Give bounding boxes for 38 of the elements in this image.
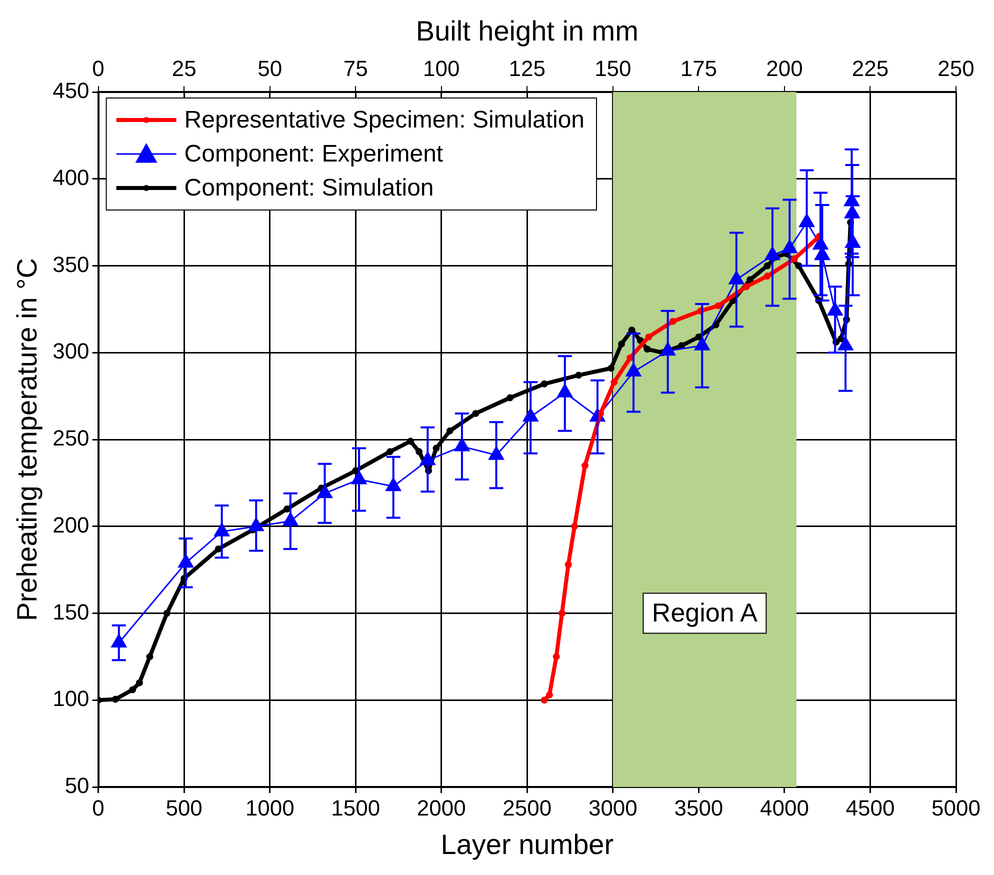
- x2-tick-label: 50: [258, 56, 282, 81]
- x2-tick-label: 75: [343, 56, 368, 81]
- y-tick-label: 250: [52, 426, 90, 451]
- x-tick-label: 2500: [502, 795, 552, 820]
- y-tick-label: 300: [52, 338, 90, 364]
- x2-tick-label: 25: [172, 56, 196, 81]
- x-tick-label: 2000: [416, 795, 466, 820]
- y-tick-label: 150: [52, 599, 90, 624]
- x-tick-label: 500: [166, 795, 202, 820]
- y-axis-title: Preheating temperature in °C: [12, 258, 43, 621]
- x2-tick-label: 225: [852, 56, 889, 81]
- x-tick-label: 4500: [846, 795, 895, 820]
- x2-tick-label: 150: [594, 56, 632, 81]
- y-tick-label: 400: [52, 164, 90, 190]
- x2-tick-label: 200: [766, 56, 803, 81]
- legend-label: Representative Specimen: Simulation: [184, 106, 585, 134]
- x2-tick-label: 0: [92, 56, 104, 81]
- y-tick-label: 100: [52, 686, 90, 712]
- y-tick-label: 200: [52, 512, 90, 538]
- x-tick-label: 0: [92, 795, 104, 820]
- x-tick-label: 3000: [588, 795, 638, 820]
- x-tick-label: 5000: [932, 795, 980, 820]
- x2-tick-label: 175: [680, 56, 718, 81]
- legend-label: Component: Experiment: [184, 140, 444, 168]
- x-axis-title: Layer number: [440, 828, 614, 860]
- y-tick-label: 450: [52, 78, 90, 104]
- x2-axis-title: Built height in mm: [416, 16, 638, 47]
- x2-tick-label: 250: [938, 56, 974, 81]
- x-tick-label: 1000: [245, 795, 294, 820]
- y-tick-label: 50: [64, 773, 90, 798]
- x-tick-label: 3500: [674, 795, 724, 820]
- band-label: Region A: [652, 597, 758, 628]
- y-tick-label: 350: [52, 252, 90, 277]
- x-tick-label: 4000: [760, 795, 809, 820]
- x2-tick-label: 100: [423, 56, 460, 81]
- x2-tick-label: 125: [508, 56, 546, 81]
- x-tick-label: 1500: [331, 795, 380, 820]
- legend-label: Component: Simulation: [184, 174, 434, 202]
